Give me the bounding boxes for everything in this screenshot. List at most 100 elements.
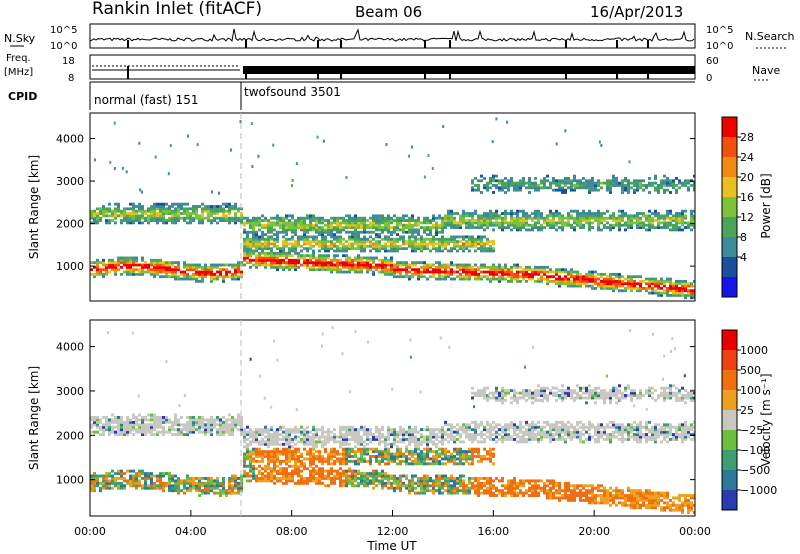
power-cell <box>384 244 387 248</box>
power-cell <box>132 263 135 267</box>
power-cell <box>246 237 249 241</box>
velocity-cell <box>294 462 297 466</box>
power-cell <box>627 179 630 183</box>
power-cell <box>96 270 99 274</box>
velocity-cell <box>402 474 405 478</box>
power-cell <box>621 214 624 218</box>
velocity-cell <box>405 447 408 451</box>
power-cell <box>492 216 495 220</box>
power-cell <box>615 177 618 180</box>
power-cell <box>543 179 546 183</box>
velocity-cell <box>417 445 420 449</box>
power-cell <box>135 258 138 262</box>
power-cell <box>333 254 336 258</box>
velocity-cell <box>315 433 318 437</box>
power-cell <box>300 216 303 220</box>
velocity-cell <box>231 425 234 429</box>
power-cell <box>129 258 132 262</box>
power-cell <box>108 263 111 267</box>
power-cell <box>282 265 285 269</box>
velocity-cell <box>348 442 351 446</box>
power-cell <box>390 237 393 241</box>
power-cell <box>375 214 378 218</box>
power-cell <box>555 209 558 213</box>
velocity-cell <box>282 425 285 429</box>
power-cell <box>348 214 351 218</box>
power-cell <box>408 223 411 227</box>
velocity-cell <box>312 433 315 437</box>
power-cell <box>471 226 474 229</box>
velocity-cell <box>294 469 297 473</box>
power-cell <box>441 219 444 222</box>
power-cell <box>138 221 141 225</box>
power-cell <box>381 258 384 262</box>
power-cell <box>627 184 630 187</box>
power-cell <box>309 256 312 260</box>
power-cell <box>576 209 579 213</box>
power-cell <box>399 216 402 220</box>
velocity-cell <box>351 476 354 480</box>
power-cell <box>276 233 279 236</box>
power-cell <box>255 219 258 222</box>
power-cell <box>167 172 170 176</box>
power-cell <box>663 219 666 222</box>
power-cell <box>438 244 441 248</box>
velocity-cell <box>327 440 330 444</box>
power-cell <box>378 233 381 236</box>
velocity-cell <box>177 491 180 495</box>
power-cell <box>423 240 426 244</box>
velocity-cell <box>414 437 417 441</box>
velocity-cell <box>126 420 129 424</box>
power-cell <box>669 216 672 220</box>
velocity-cell <box>396 440 399 444</box>
velocity-cell <box>387 430 390 434</box>
power-cell <box>414 242 417 246</box>
velocity-cell <box>276 455 279 458</box>
velocity-cell <box>372 479 375 483</box>
power-cell <box>558 186 561 190</box>
power-cell <box>555 214 558 218</box>
power-cell <box>213 263 216 267</box>
power-cell <box>231 265 234 269</box>
power-cell <box>438 270 441 274</box>
power-cell <box>327 265 330 269</box>
power-cell <box>177 268 180 272</box>
power-cell <box>393 265 396 269</box>
power-cell <box>627 282 630 286</box>
power-cell <box>384 228 387 232</box>
velocity-cell <box>237 476 240 480</box>
velocity-cell <box>177 420 180 424</box>
velocity-cell <box>201 481 204 485</box>
power-cell <box>519 228 522 232</box>
power-cell <box>140 190 143 194</box>
velocity-cell <box>360 442 363 446</box>
velocity-cell <box>405 486 408 490</box>
power-cell <box>681 223 684 227</box>
power-cell <box>384 226 387 229</box>
power-cell <box>360 270 363 274</box>
power-cell <box>249 249 252 253</box>
power-cell <box>348 258 351 262</box>
power-cell <box>660 184 663 187</box>
power-cell <box>501 223 504 227</box>
power-cell <box>408 263 411 267</box>
velocity-cell <box>243 472 246 476</box>
power-cell <box>462 235 465 239</box>
power-cell <box>681 219 684 222</box>
power-cell <box>201 216 204 220</box>
power-cell <box>639 179 642 183</box>
velocity-cell <box>423 474 426 478</box>
power-cell <box>615 282 618 286</box>
velocity-cell <box>249 440 252 444</box>
power-cell <box>309 226 312 229</box>
power-cell <box>549 221 552 225</box>
power-cell <box>291 221 294 225</box>
velocity-cell <box>162 486 165 490</box>
velocity-cell <box>342 479 345 483</box>
velocity-cell <box>375 469 378 473</box>
velocity-cell <box>429 479 432 483</box>
velocity-cell <box>378 435 381 439</box>
power-cell <box>618 209 621 213</box>
freq-panel: Freq. [MHz] 18 8 60 0 Nave <box>4 53 780 84</box>
power-cell <box>414 237 417 241</box>
